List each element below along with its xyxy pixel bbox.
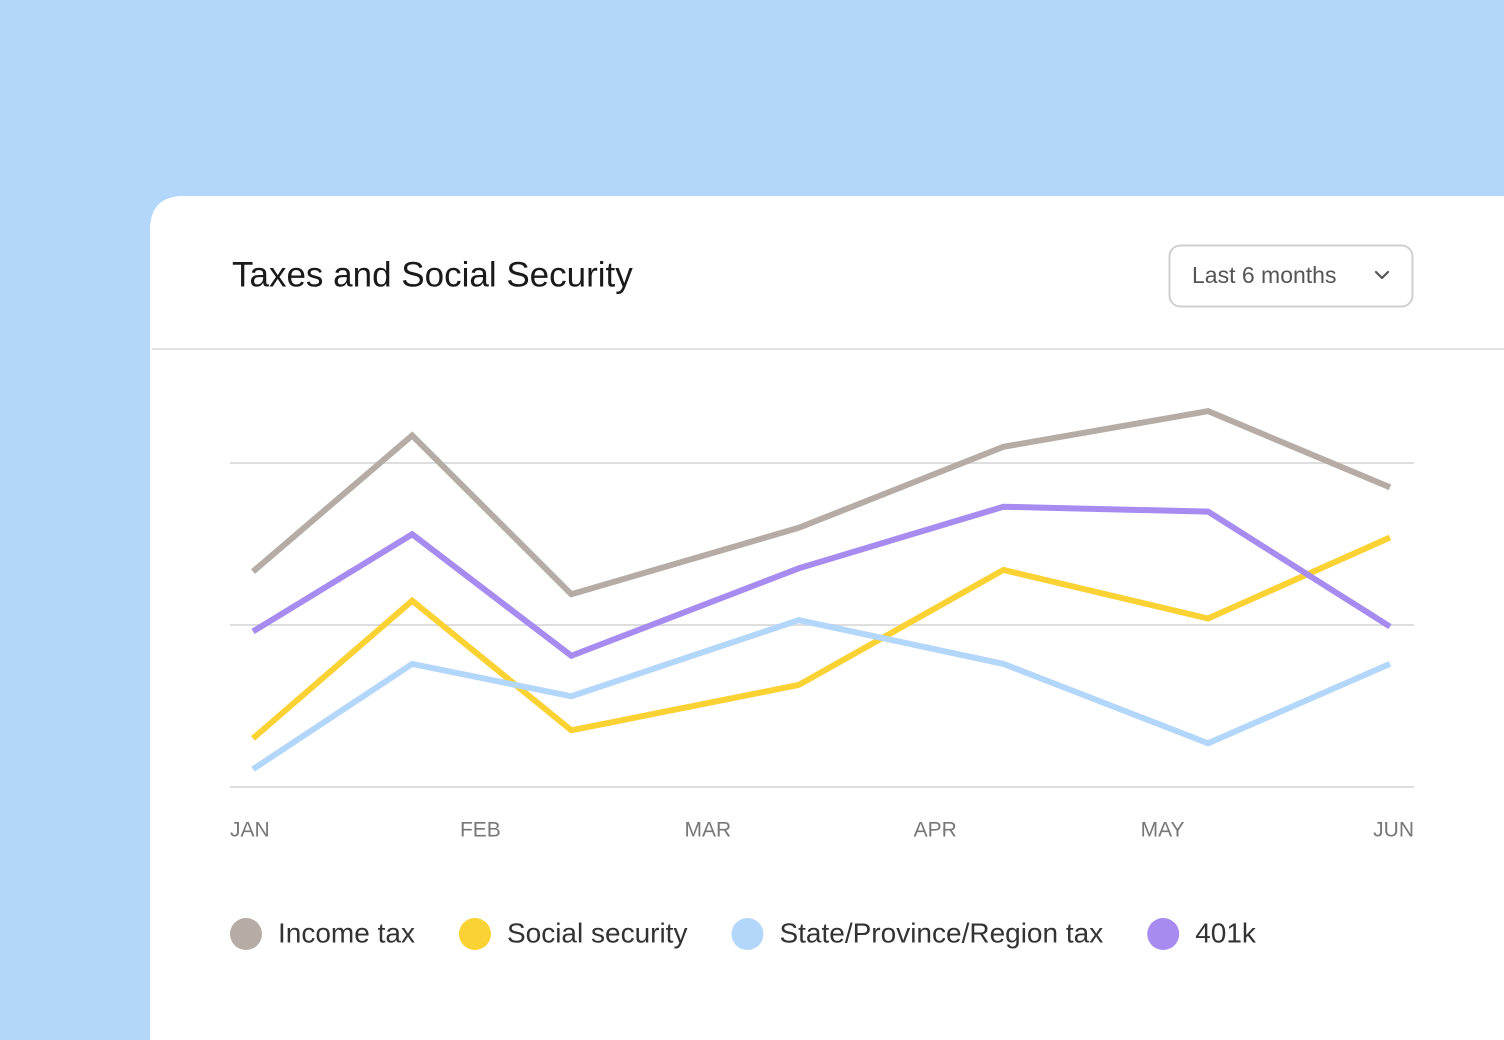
legend-label: State/Province/Region tax [779,917,1103,948]
legend-swatch [458,918,491,950]
chevron[interactable] [1374,270,1390,280]
x-tick-label: FEB [460,819,501,842]
card [150,196,1504,1040]
legend-label: Income tax [278,917,415,948]
legend-swatch [1147,918,1180,950]
x-tick-label: MAR [684,819,731,842]
x-tick-label: JUN [1373,819,1414,842]
series-line [251,534,1392,741]
legend-swatch [731,918,764,950]
dropdown-box[interactable] [1168,244,1414,308]
range-dropdown[interactable]: Last 6 months [1168,244,1414,308]
dropdown-label[interactable]: Last 6 months [1192,262,1336,288]
legend-label: Social security [507,917,688,948]
legend-swatch [230,918,262,950]
legend-label: 401k [1195,917,1257,948]
x-tick-label: JAN [230,819,270,842]
series-line [251,408,1392,598]
x-tick-label: MAY [1141,819,1185,842]
series-line [251,503,1392,660]
x-tick-label: APR [914,819,957,842]
series-line [251,617,1392,772]
chart-title: Taxes and Social Security [232,255,633,294]
